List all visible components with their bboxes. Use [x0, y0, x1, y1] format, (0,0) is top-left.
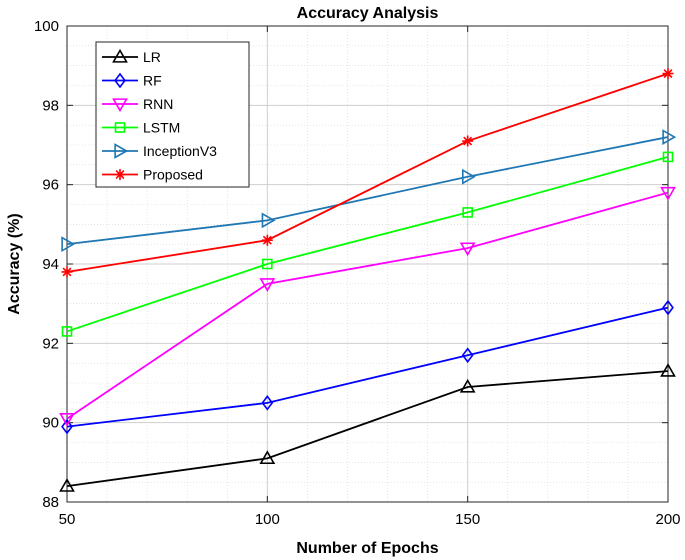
legend-marker	[114, 72, 126, 89]
data-point-rnn	[459, 242, 476, 257]
series-line-rnn	[66, 191, 669, 420]
series-line-lr	[66, 370, 669, 488]
legend-marker	[114, 143, 129, 159]
data-point-lstm	[462, 207, 473, 218]
legend-label: Proposed	[143, 167, 203, 183]
legend-item-lstm: LSTM	[102, 120, 180, 136]
legend-item-proposed: Proposed	[102, 167, 203, 183]
data-point-inceptionv3	[461, 168, 476, 185]
series-line-lstm	[66, 156, 669, 333]
data-point-inceptionv3	[261, 212, 276, 229]
legend-label: LSTM	[143, 120, 180, 136]
y-tick-label: 92	[42, 335, 59, 352]
legend-item-inceptionv3: InceptionV3	[102, 143, 217, 159]
legend-label: RNN	[143, 96, 173, 112]
y-tick-label: 98	[42, 97, 59, 114]
series-line-proposed	[66, 72, 669, 273]
data-point-lr	[59, 478, 75, 492]
x-tick-label: 150	[455, 511, 480, 528]
legend-item-rf: RF	[102, 73, 162, 89]
legend-marker	[112, 98, 128, 113]
data-point-lstm	[662, 151, 674, 163]
series-rnn	[59, 186, 676, 427]
data-point-rnn	[259, 278, 276, 292]
series-proposed	[61, 68, 674, 278]
series-line-rf	[66, 306, 669, 428]
data-point-rnn	[660, 186, 676, 201]
data-point-proposed	[662, 68, 674, 80]
data-point-proposed	[462, 135, 474, 147]
data-point-lstm	[61, 326, 73, 337]
chart-title: Accuracy Analysis	[297, 5, 439, 22]
data-point-rf	[61, 418, 73, 435]
x-tick-label: 100	[255, 511, 280, 528]
ticks: 50 100 150 200 88 90 92 94 96 98 100	[34, 18, 681, 528]
y-tick-label: 100	[34, 18, 59, 35]
data-point-inceptionv3	[662, 129, 677, 145]
legend: LR RF RNN LSTM InceptionV3 Proposed	[95, 41, 250, 188]
x-axis-label: Number of Epochs	[296, 540, 438, 557]
legend-marker	[114, 169, 126, 180]
y-tick-label: 96	[42, 177, 59, 194]
legend-box	[95, 41, 250, 188]
data-point-proposed	[61, 266, 73, 278]
legend-label: RF	[143, 73, 162, 89]
y-tick-label: 90	[42, 415, 59, 432]
series-line-inceptionv3	[66, 136, 669, 246]
y-tick-label: 94	[42, 256, 59, 273]
legend-label: LR	[143, 49, 161, 65]
data-point-rnn	[59, 413, 75, 427]
data-point-inceptionv3	[61, 236, 76, 253]
legend-marker	[114, 122, 126, 133]
data-point-proposed	[261, 234, 273, 246]
data-point-rf	[662, 299, 674, 316]
legend-item-rnn: RNN	[102, 96, 173, 113]
data-point-rf	[261, 395, 274, 411]
series-inceptionv3	[61, 129, 677, 253]
legend-marker	[112, 48, 128, 63]
data-point-rf	[461, 347, 474, 364]
x-tick-label: 200	[655, 511, 680, 528]
series	[59, 68, 677, 492]
series-lr	[59, 362, 676, 492]
data-point-lr	[660, 362, 676, 377]
legend-label: InceptionV3	[143, 143, 217, 159]
y-tick-label: 88	[42, 494, 59, 511]
series-lstm	[61, 151, 674, 337]
data-point-lr	[459, 378, 476, 393]
series-rf	[61, 299, 674, 435]
data-point-lr	[259, 450, 276, 465]
data-point-lstm	[262, 258, 273, 270]
x-tick-label: 50	[59, 511, 76, 528]
y-axis-label: Accuracy (%)	[6, 213, 23, 314]
legend-item-lr: LR	[102, 48, 161, 65]
